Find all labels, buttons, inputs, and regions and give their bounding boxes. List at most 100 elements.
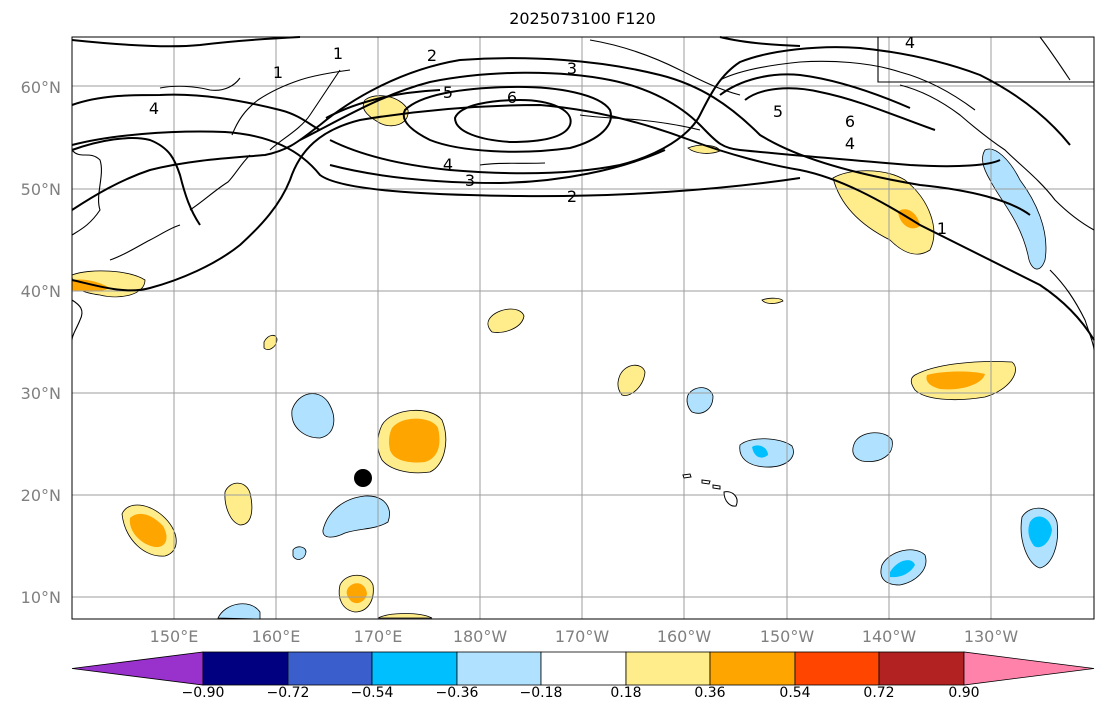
anomaly-patch	[217, 603, 261, 620]
anomaly-patch	[292, 546, 307, 560]
colorbar	[71, 651, 1095, 686]
anomaly-patch	[1028, 516, 1052, 548]
anomaly-patch	[263, 334, 278, 350]
colorbar-swatch	[540, 651, 627, 686]
latitude-labels: 60°N 50°N 40°N 30°N 20°N 10°N	[21, 78, 61, 607]
contour-2	[71, 57, 1031, 216]
lat-label: 60°N	[21, 78, 61, 97]
contour-label: 4	[443, 155, 453, 174]
anomaly-patch	[926, 371, 985, 390]
map-frame	[71, 36, 1095, 620]
anomaly-patch	[346, 583, 367, 604]
anomaly-patch	[224, 482, 253, 526]
lat-label: 50°N	[21, 180, 61, 199]
lon-label: 130°W	[964, 627, 1019, 646]
colorbar-tick: −0.72	[267, 685, 310, 701]
lon-label: 170°W	[555, 627, 610, 646]
colorbar-tick: −0.36	[436, 685, 479, 701]
contour-label: 4	[845, 134, 855, 153]
contour-label: 5	[773, 102, 783, 121]
lon-label: 170°E	[354, 627, 403, 646]
lon-label: 150°W	[760, 627, 815, 646]
anomaly-patch	[852, 432, 893, 462]
longitude-labels: 150°E 160°E 170°E 180°W 170°W 160°W 150°…	[150, 627, 1019, 646]
contour-label: 6	[845, 112, 855, 131]
lat-label: 10°N	[21, 588, 61, 607]
anomaly-patch	[322, 495, 390, 538]
contour-1	[71, 103, 1095, 341]
contour-1b	[71, 137, 201, 226]
contour-label: 6	[507, 88, 517, 107]
lat-label: 40°N	[21, 282, 61, 301]
contour-label: 5	[443, 83, 453, 102]
graticule	[72, 37, 1094, 619]
contour-label: 3	[567, 59, 577, 78]
colorbar-tick: −0.54	[351, 685, 394, 701]
anomaly-patch	[761, 297, 784, 304]
contour-5b	[719, 73, 911, 109]
lon-label: 160°W	[657, 627, 712, 646]
anomaly-patch	[752, 445, 768, 458]
anomaly-patch	[686, 387, 714, 414]
contour-6b	[744, 87, 936, 131]
lat-label: 20°N	[21, 486, 61, 505]
colorbar-tick: −0.18	[520, 685, 563, 701]
colorbar-tick: 0.18	[610, 685, 641, 701]
colorbar-tick: 0.36	[694, 685, 725, 701]
hawaii-islands	[682, 473, 738, 507]
contour-6	[453, 98, 572, 144]
contour-3	[299, 71, 1001, 168]
colorbar-swatch	[287, 651, 373, 686]
contour-2b	[71, 130, 801, 198]
colorbar-swatch	[202, 651, 289, 686]
coastlines	[71, 36, 1095, 351]
anomaly-patch	[377, 613, 433, 619]
lat-label: 30°N	[21, 384, 61, 403]
anomaly-patch	[890, 560, 915, 578]
contour-label: 3	[465, 171, 475, 190]
height-contours	[71, 36, 1095, 341]
anomaly-patch	[388, 418, 440, 463]
lon-label: 160°E	[252, 627, 301, 646]
anomaly-patch	[129, 513, 167, 548]
page-title: 2025073100 F120	[509, 9, 656, 28]
colorbar-swatch	[794, 651, 880, 686]
colorbar-tick: 0.54	[779, 685, 810, 701]
colorbar-swatch	[371, 651, 458, 686]
anomaly-patch	[291, 393, 335, 439]
colorbar-extend-right	[963, 651, 1095, 686]
contour-label: 2	[427, 46, 437, 65]
contour-4b	[329, 46, 1071, 175]
colorbar-swatch	[625, 651, 711, 686]
location-marker	[354, 469, 372, 487]
contour-edge	[71, 36, 301, 48]
lon-label: 180°W	[453, 627, 508, 646]
anomaly-patch	[617, 364, 646, 396]
lon-label: 150°E	[150, 627, 199, 646]
anomaly-patch	[832, 170, 935, 255]
contour-label: 2	[567, 187, 577, 206]
contour-4c	[325, 89, 441, 119]
contour-4	[71, 93, 321, 131]
colorbar-ticks: −0.90 −0.72 −0.54 −0.36 −0.18 0.18 0.36 …	[182, 685, 980, 701]
contour-edge-2	[719, 36, 801, 47]
colorbar-tick: 0.90	[948, 685, 979, 701]
contour-5	[402, 85, 612, 153]
contour-label: 1	[937, 219, 947, 238]
anomaly-patch	[487, 308, 525, 333]
contour-label: 4	[149, 99, 159, 118]
contour-label-group: 1 2 3 5 6 4 4 3 2 4 5 6 4 1 1	[149, 33, 947, 238]
anomaly-patch	[982, 148, 1047, 270]
colorbar-swatch	[878, 651, 965, 686]
colorbar-tick: −0.90	[182, 685, 225, 701]
colorbar-extend-left	[71, 651, 204, 686]
contour-label: 1	[333, 44, 343, 63]
colorbar-swatch	[456, 651, 542, 686]
colorbar-swatch	[709, 651, 796, 686]
shaded-anomalies	[71, 95, 1059, 620]
contour-label: 1	[273, 63, 283, 82]
lon-label: 140°W	[862, 627, 917, 646]
colorbar-tick: 0.72	[863, 685, 894, 701]
